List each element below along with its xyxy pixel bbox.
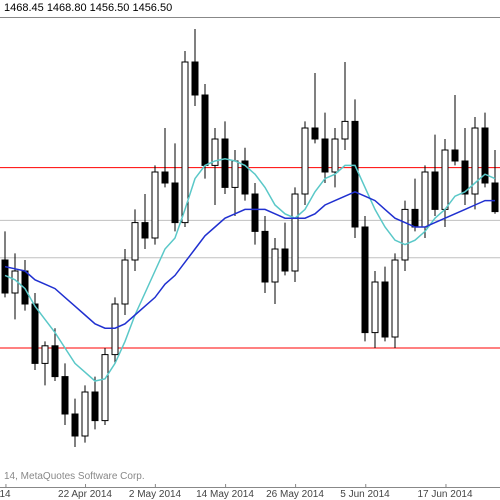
candle-body <box>192 62 198 95</box>
candle-body <box>62 377 68 414</box>
candle-body <box>452 150 458 161</box>
candle-body <box>382 282 388 337</box>
candle-body <box>132 223 138 260</box>
candle-body <box>282 249 288 271</box>
x-tick-label: 14 May 2014 <box>196 489 254 500</box>
candle-body <box>372 282 378 333</box>
candle-body <box>32 304 38 363</box>
candle-body <box>362 227 368 333</box>
candle-body <box>342 121 348 139</box>
ohlc-readout: 1468.45 1468.80 1456.50 1456.50 <box>0 0 500 18</box>
x-tick-label: 22 Apr 2014 <box>58 489 112 500</box>
copyright-footer: 14, MetaQuotes Software Corp. <box>0 469 500 487</box>
candle-body <box>492 183 498 212</box>
x-tick-label: 17 Jun 2014 <box>417 489 472 500</box>
candle-body <box>352 121 358 227</box>
candle-body <box>102 355 108 421</box>
candle-body <box>292 194 298 271</box>
candle-body <box>332 139 338 172</box>
candle-body <box>412 209 418 227</box>
candle-body <box>42 346 48 364</box>
candlestick-chart <box>0 18 500 469</box>
candle-body <box>182 62 188 223</box>
candle-body <box>202 95 208 165</box>
candle-body <box>232 161 238 187</box>
candle-body <box>82 392 88 436</box>
candle-body <box>442 150 448 209</box>
candle-body <box>312 128 318 139</box>
candle-body <box>402 209 408 260</box>
x-axis: 14 22 Apr 2014 2 May 2014 14 May 2014 26 May… <box>0 487 500 500</box>
copyright-text: 14, MetaQuotes Software Corp. <box>4 471 145 482</box>
chart-area[interactable] <box>0 18 500 468</box>
x-tick-label: 2 May 2014 <box>129 489 181 500</box>
candle-body <box>322 139 328 172</box>
candle-body <box>262 231 268 282</box>
ohlc-values: 1468.45 1468.80 1456.50 1456.50 <box>4 2 172 14</box>
candle-body <box>432 172 438 209</box>
candle-body <box>92 392 98 421</box>
candle-body <box>72 414 78 436</box>
candle-body <box>392 260 398 337</box>
candle-body <box>272 249 278 282</box>
candle-body <box>162 172 168 183</box>
candle-body <box>122 260 128 304</box>
candle-body <box>422 172 428 227</box>
candle-body <box>172 183 178 223</box>
candle-body <box>112 304 118 355</box>
candle-body <box>222 139 228 187</box>
candle-body <box>252 194 258 231</box>
candle-body <box>302 128 308 194</box>
candle-body <box>142 223 148 238</box>
x-tick-label: 5 Jun 2014 <box>340 489 390 500</box>
x-tick-label: 14 <box>0 489 11 500</box>
candle-body <box>52 346 58 377</box>
x-tick-label: 26 May 2014 <box>266 489 324 500</box>
candle-body <box>152 172 158 238</box>
